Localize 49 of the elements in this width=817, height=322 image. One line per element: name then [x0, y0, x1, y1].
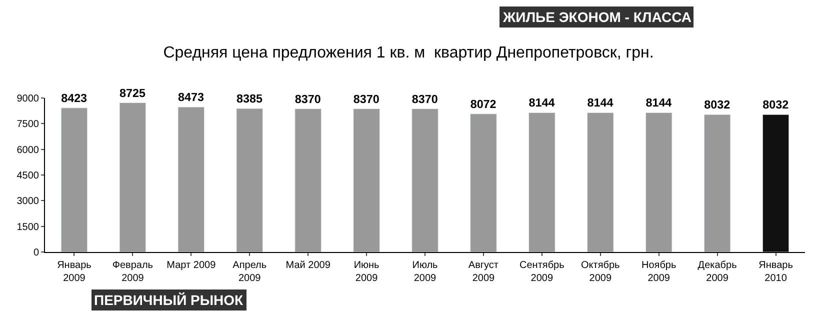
y-tick-label: 7500: [16, 119, 40, 130]
data-label: 8725: [120, 86, 146, 100]
data-label: 8385: [236, 92, 263, 106]
x-tick-label: Июль 2009: [412, 260, 438, 284]
bar: [528, 112, 556, 252]
x-tick-label: Март 2009: [166, 260, 216, 271]
text: ЖИЛЬЕ ЭКОНОМ - КЛАССА: [502, 9, 692, 25]
x-tick-label: Декабрь 2009: [698, 260, 737, 284]
y-tick-label: 6000: [16, 144, 40, 156]
data-label: 8473: [178, 91, 204, 104]
data-label: 8370: [294, 92, 322, 106]
bar: [412, 108, 438, 252]
data-label: 8072: [470, 98, 497, 111]
data-label: 8144: [646, 96, 672, 110]
data-label: 8370: [353, 92, 380, 106]
bar: [294, 108, 322, 252]
x-tick-label: Август 2009: [468, 260, 499, 284]
bar: [704, 114, 731, 252]
data-label: 8423: [61, 92, 88, 105]
bar: [645, 112, 672, 252]
x-tick-label: Апрель 2009: [232, 260, 267, 284]
y-tick-label: 9000: [16, 94, 40, 104]
bar: [353, 108, 380, 252]
x-tick-label: Январь 2010: [758, 260, 793, 284]
bar: [60, 108, 88, 252]
x-tick-label: Февраль 2009: [112, 260, 154, 284]
data-label: 8144: [528, 96, 556, 110]
data-label: 8370: [412, 92, 438, 106]
bar: [178, 106, 205, 252]
x-tick-label: Май 2009: [286, 260, 331, 271]
bar: [470, 114, 497, 252]
bar: [762, 114, 790, 252]
bar: [236, 108, 264, 252]
y-tick-label: 3000: [16, 196, 40, 208]
y-tick-label: 4500: [16, 170, 40, 182]
x-tick-label: Сентябрь 2009: [520, 260, 564, 284]
x-tick-label: Октябрь 2009: [580, 260, 620, 284]
x-tick-label: Июнь 2009: [354, 260, 380, 284]
y-tick-label: 1500: [16, 222, 40, 233]
data-label: 8032: [704, 98, 731, 112]
bar: [119, 102, 146, 252]
x-tick-label: Январь 2009: [57, 260, 92, 284]
chart-title: Средняя цена предложения 1 кв. м квартир Днепропетровск, грн.: [163, 44, 654, 62]
text: ПЕРВИЧНЫЙ РЫНОК: [94, 292, 244, 308]
y-tick-label: 0: [33, 248, 40, 258]
data-label: 8032: [762, 98, 790, 112]
x-tick-label: Ноябрь 2009: [642, 260, 676, 284]
data-label: 8144: [587, 96, 614, 110]
bar: [586, 112, 614, 252]
